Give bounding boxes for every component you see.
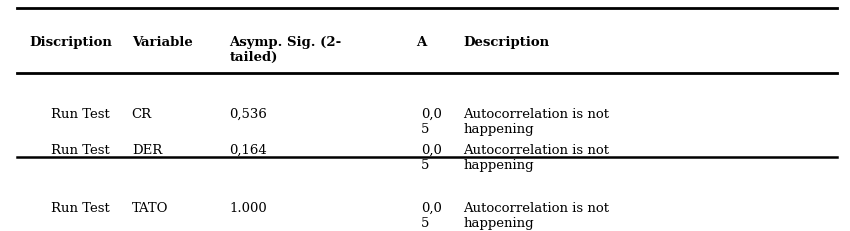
Text: A: A (416, 36, 426, 49)
Text: 0,0
5: 0,0 5 (421, 201, 442, 229)
Text: 0,536: 0,536 (230, 107, 268, 120)
Text: DER: DER (132, 143, 162, 156)
Text: 0,0
5: 0,0 5 (421, 143, 442, 171)
Text: 1.000: 1.000 (230, 201, 267, 214)
Text: Run Test: Run Test (51, 201, 110, 214)
Text: Autocorrelation is not
happening: Autocorrelation is not happening (463, 107, 609, 135)
Text: Description: Description (463, 36, 549, 49)
Text: 0,0
5: 0,0 5 (421, 107, 442, 135)
Text: Discription: Discription (30, 36, 112, 49)
Text: Autocorrelation is not
happening: Autocorrelation is not happening (463, 143, 609, 171)
Text: Variable: Variable (132, 36, 192, 49)
Text: Run Test: Run Test (51, 107, 110, 120)
Text: CR: CR (132, 107, 152, 120)
Text: 0,164: 0,164 (230, 143, 267, 156)
Text: Run Test: Run Test (51, 143, 110, 156)
Text: Autocorrelation is not
happening: Autocorrelation is not happening (463, 201, 609, 229)
Text: Asymp. Sig. (2-
tailed): Asymp. Sig. (2- tailed) (230, 36, 342, 64)
Text: TATO: TATO (132, 201, 168, 214)
